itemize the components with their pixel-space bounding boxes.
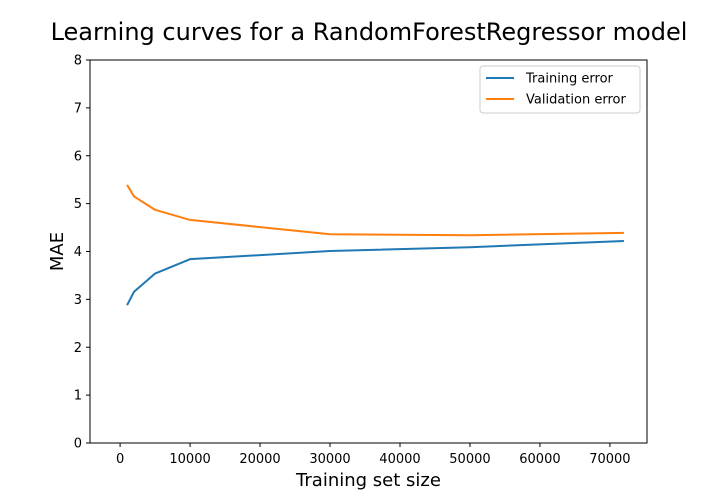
- x-tick-label: 0: [116, 452, 124, 467]
- x-tick-label: 60000: [519, 452, 560, 467]
- chart-title: Learning curves for a RandomForestRegres…: [51, 18, 688, 46]
- legend: Training error Validation error: [479, 65, 641, 114]
- y-tick-label: 8: [74, 54, 82, 69]
- x-axis-label: Training set size: [295, 470, 441, 491]
- x-tick-label: 10000: [169, 452, 210, 467]
- legend-box: [479, 65, 641, 114]
- y-tick-label: 2: [74, 341, 82, 356]
- legend-label-training-error: Training error: [525, 72, 614, 87]
- x-tick-label: 70000: [589, 452, 630, 467]
- y-tick-label: 5: [74, 197, 82, 212]
- y-tick-label: 7: [74, 101, 82, 116]
- series-layer: [126, 184, 624, 306]
- x-tick-label: 50000: [449, 452, 490, 467]
- y-axis-label: MAE: [47, 232, 68, 271]
- y-tick-label: 6: [74, 149, 82, 164]
- x-tick-label: 30000: [309, 452, 350, 467]
- legend-label-validation-error: Validation error: [526, 93, 626, 108]
- y-tick-label: 0: [74, 437, 82, 452]
- axes-frame: [89, 59, 648, 444]
- y-tick-label: 4: [74, 245, 82, 260]
- y-tick-label: 1: [74, 389, 82, 404]
- x-tick-label: 40000: [379, 452, 420, 467]
- axis-ticks: 0 10000 20000 30000 40000 50000 60000 70000 0 1 2 3…: [74, 54, 631, 468]
- x-tick-label: 20000: [239, 452, 280, 467]
- y-tick-label: 3: [74, 293, 82, 308]
